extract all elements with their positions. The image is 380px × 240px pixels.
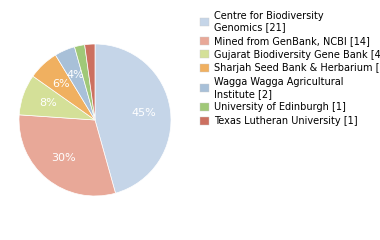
Text: 30%: 30% bbox=[52, 153, 76, 163]
Text: 4%: 4% bbox=[66, 70, 84, 80]
Text: 8%: 8% bbox=[40, 98, 57, 108]
Wedge shape bbox=[55, 47, 95, 120]
Wedge shape bbox=[85, 44, 95, 120]
Wedge shape bbox=[33, 55, 95, 120]
Text: 6%: 6% bbox=[52, 79, 70, 89]
Text: 45%: 45% bbox=[131, 108, 156, 118]
Wedge shape bbox=[19, 76, 95, 120]
Wedge shape bbox=[95, 44, 171, 193]
Wedge shape bbox=[19, 115, 116, 196]
Wedge shape bbox=[74, 45, 95, 120]
Legend: Centre for Biodiversity
Genomics [21], Mined from GenBank, NCBI [14], Gujarat Bi: Centre for Biodiversity Genomics [21], M… bbox=[199, 10, 380, 127]
